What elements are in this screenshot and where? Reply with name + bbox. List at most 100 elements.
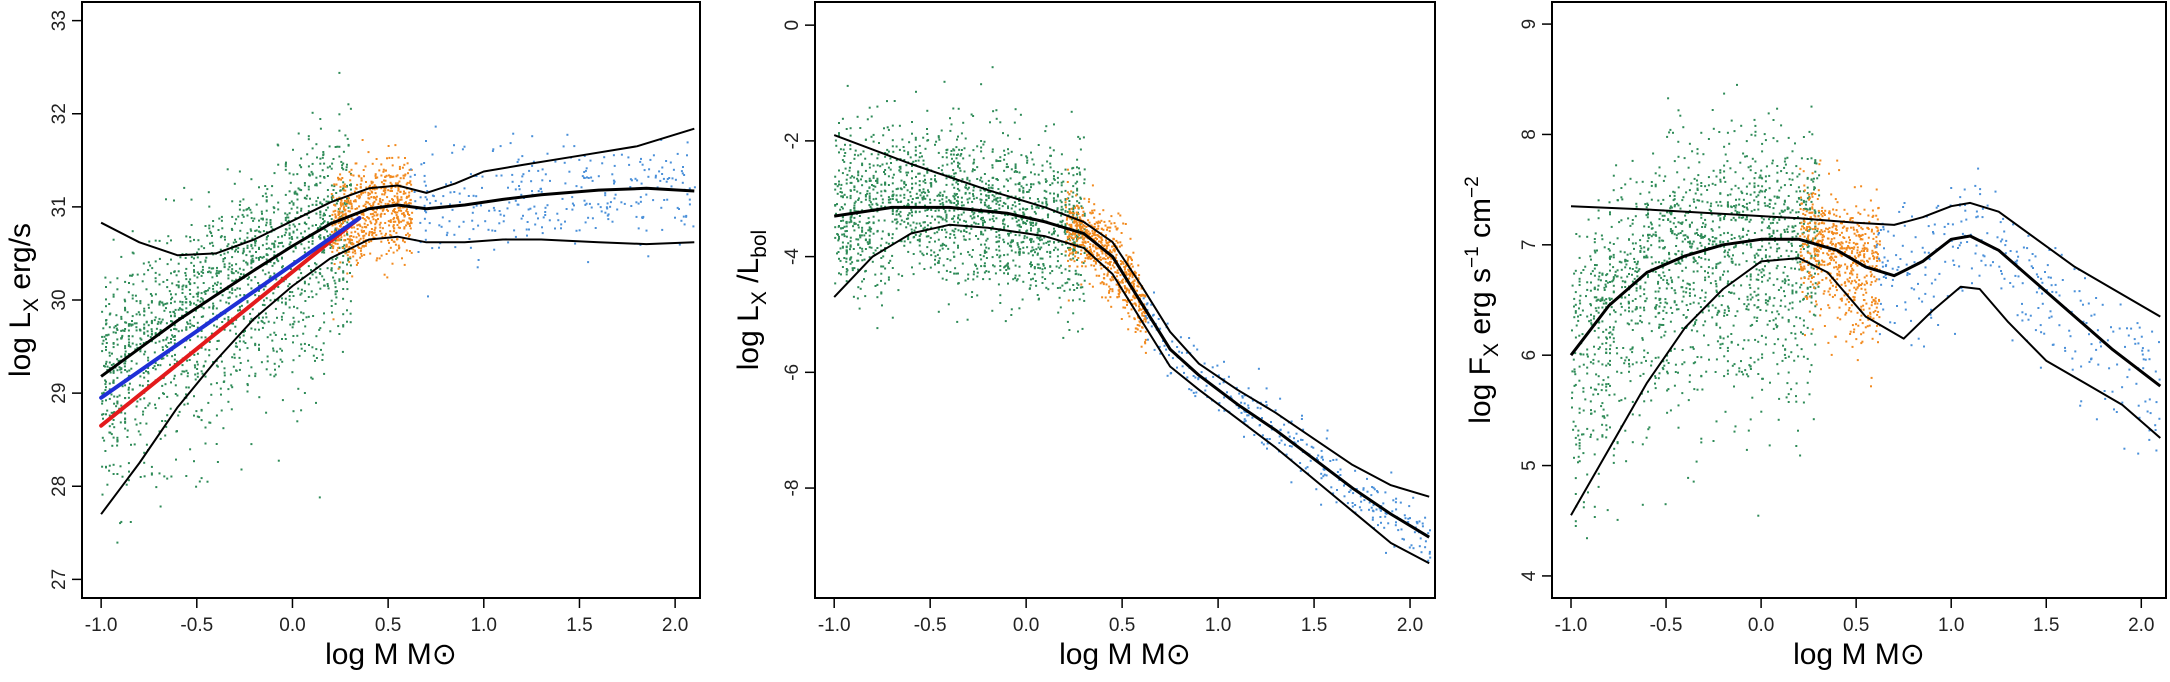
data-point (169, 363, 171, 366)
data-point (588, 202, 591, 205)
data-point (127, 391, 130, 394)
data-point (531, 190, 533, 193)
data-point (838, 134, 840, 137)
data-point (1018, 250, 1021, 253)
data-point (166, 395, 169, 398)
data-point (1083, 212, 1086, 215)
data-point (350, 226, 353, 229)
data-point (1011, 204, 1014, 207)
data-point (544, 206, 547, 209)
data-point (987, 184, 990, 187)
data-point (1049, 154, 1052, 157)
data-point (110, 433, 113, 436)
data-point (1003, 241, 1006, 244)
data-point (402, 177, 405, 180)
data-point (639, 196, 642, 199)
data-point (342, 297, 345, 300)
data-point (290, 200, 293, 203)
data-point (891, 190, 894, 193)
data-point (126, 370, 129, 373)
data-point (380, 232, 383, 235)
data-point (342, 150, 345, 153)
data-point (346, 163, 348, 166)
data-point (836, 252, 838, 255)
data-point (128, 470, 130, 473)
data-point (178, 307, 181, 310)
data-point (356, 262, 359, 264)
data-point (851, 267, 854, 270)
data-point (379, 197, 382, 200)
data-point (884, 152, 887, 154)
data-point (231, 264, 233, 267)
data-point (346, 309, 348, 312)
data-point (220, 409, 223, 412)
data-point (1083, 245, 1086, 248)
data-point (431, 247, 434, 250)
data-point (1144, 294, 1146, 297)
data-point (1066, 320, 1069, 323)
data-point (565, 208, 568, 210)
data-point (345, 205, 348, 207)
data-point (922, 136, 925, 139)
data-point (194, 373, 197, 376)
data-point (225, 301, 228, 304)
data-point (360, 193, 363, 196)
data-point (330, 305, 333, 307)
data-point (232, 365, 235, 368)
data-point (849, 248, 851, 251)
data-point (642, 215, 645, 218)
data-point (154, 280, 157, 283)
data-point (992, 264, 994, 267)
data-point (230, 270, 233, 273)
data-point (281, 256, 283, 259)
data-point (332, 318, 335, 321)
data-point (682, 166, 684, 168)
data-point (840, 273, 842, 276)
data-point (838, 237, 840, 240)
data-point (245, 261, 248, 264)
data-point (503, 214, 506, 217)
data-point (923, 174, 926, 177)
data-point (905, 183, 907, 186)
data-point (381, 199, 384, 202)
data-point (212, 312, 215, 315)
data-point (249, 320, 251, 323)
data-point (1039, 267, 1042, 270)
data-point (112, 295, 115, 298)
data-point (150, 330, 153, 333)
data-point (895, 213, 898, 216)
data-point (274, 373, 277, 376)
data-point (193, 264, 195, 267)
data-point (348, 202, 351, 205)
data-point (857, 197, 860, 200)
data-point (845, 246, 848, 249)
data-point (338, 221, 341, 224)
data-point (371, 188, 374, 190)
data-point (200, 315, 203, 318)
data-point (658, 170, 661, 173)
data-point (1107, 241, 1110, 244)
data-point (585, 167, 588, 170)
data-point (907, 217, 910, 220)
data-point (1016, 243, 1019, 246)
data-point (912, 221, 915, 224)
plot-frame-lx (81, 1, 701, 599)
data-point (996, 240, 999, 243)
data-point (918, 235, 921, 237)
data-point (946, 163, 949, 166)
data-point (330, 267, 333, 270)
data-point (1144, 330, 1147, 333)
data-point (469, 246, 472, 249)
data-point (218, 217, 221, 220)
data-point (380, 163, 383, 166)
data-point (315, 224, 317, 226)
data-point (573, 145, 576, 148)
data-point (141, 280, 144, 283)
data-point (333, 219, 336, 222)
data-point (382, 208, 385, 211)
data-point (934, 255, 937, 258)
data-point (1018, 274, 1021, 277)
data-point (383, 213, 386, 215)
data-point (173, 339, 176, 341)
data-point (101, 436, 104, 439)
